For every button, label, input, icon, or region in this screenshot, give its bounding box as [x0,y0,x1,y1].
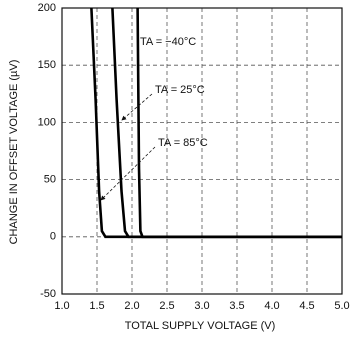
x-tick-label: 4.0 [264,300,279,312]
label-arrow [100,146,156,201]
plot-frame [61,7,343,295]
y-tick-label: 100 [38,116,56,128]
x-tick-label: 3.5 [229,300,244,312]
x-tick-label: 1.5 [89,300,104,312]
series-line [90,7,342,239]
x-tick-label: 2.5 [159,300,174,312]
x-tick-label: 1.0 [54,300,69,312]
x-tick-label: 5.0 [334,300,349,312]
series-label: TA = 85°C [158,137,208,149]
label-arrow [121,93,153,121]
y-axis-title: CHANGE IN OFFSET VOLTAGE (µV) [8,60,20,245]
x-tick-label: 3.0 [194,300,209,312]
y-tick-label: -50 [40,288,56,300]
y-tick-label: 50 [44,174,56,186]
y-tick-label: 0 [50,231,56,243]
series-label: TA = −40°C [140,36,196,48]
y-tick-label: 150 [38,59,56,71]
x-tick-label: 4.5 [299,300,314,312]
y-tick-label: 200 [38,2,56,14]
x-tick-label: 2.0 [124,300,139,312]
series-label: TA = 25°C [155,84,205,96]
x-axis-title: TOTAL SUPPLY VOLTAGE (V) [125,320,276,332]
